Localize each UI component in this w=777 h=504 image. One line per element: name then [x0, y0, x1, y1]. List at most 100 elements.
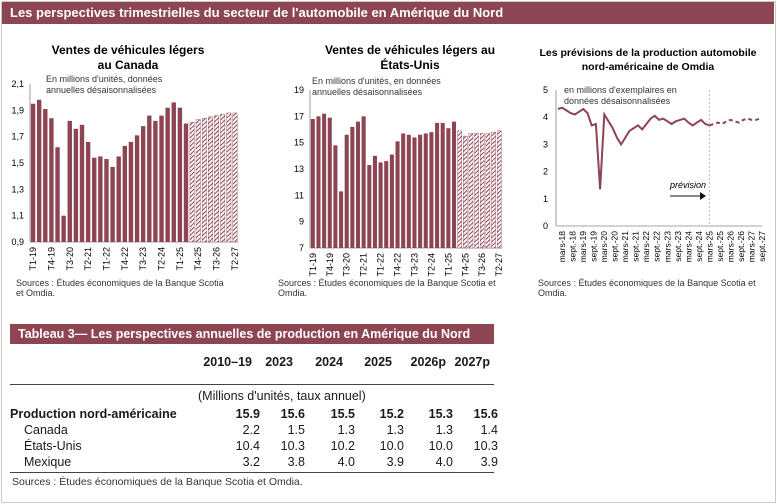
bar — [104, 159, 109, 242]
cell: 1.3 — [435, 423, 453, 437]
bar — [406, 134, 411, 248]
bar — [92, 157, 97, 242]
bar — [479, 133, 485, 249]
bar — [79, 124, 85, 242]
bar — [457, 130, 462, 249]
x-tick-label: sept.-23 — [673, 231, 683, 262]
bar — [85, 141, 91, 242]
y-tick-label: 17 — [294, 111, 304, 121]
table-header: 2023 — [265, 355, 293, 369]
table-header: 2026p — [410, 355, 446, 369]
bar — [367, 165, 372, 248]
bar — [339, 191, 344, 248]
y-tick-label: 15 — [294, 138, 304, 148]
bar — [67, 120, 72, 242]
x-tick-label: T1-19 — [308, 253, 318, 277]
bar — [378, 162, 383, 248]
bar — [140, 126, 146, 242]
table-row: Mexique 3.2 3.8 4.0 3.9 4.0 3.9 — [10, 454, 498, 470]
chart-source: Sources : Études économiques de la Banqu… — [538, 278, 756, 288]
cell: 4.0 — [337, 455, 355, 469]
x-tick-label: mars-21 — [620, 231, 630, 262]
x-tick-label: sept.-21 — [631, 231, 641, 262]
bar — [165, 107, 170, 242]
table-row: Canada 2.2 1.5 1.3 1.3 1.3 1.4 — [10, 422, 498, 438]
y-tick-label: 4 — [543, 112, 548, 122]
y-tick-label: 11 — [295, 190, 304, 200]
x-tick-label: mars-26 — [725, 231, 735, 262]
cell: 3.9 — [386, 455, 404, 469]
table-header: 2027p — [454, 355, 490, 369]
bar — [122, 145, 128, 242]
chart-source: Omdia. — [538, 288, 567, 298]
x-tick-label: T2-24 — [157, 247, 167, 271]
cell: 10.2 — [330, 439, 355, 453]
bar — [446, 128, 451, 248]
chart-source: et Omdia. — [16, 288, 55, 298]
series-line-actual — [557, 106, 710, 190]
y-tick-label: 1,7 — [11, 132, 24, 142]
bar — [147, 115, 152, 242]
bar — [98, 156, 103, 242]
table-header: 2024 — [315, 355, 343, 369]
x-tick-label: mars-24 — [683, 231, 693, 262]
y-tick-label: 1,5 — [11, 158, 24, 168]
x-tick-label: T2-27 — [494, 253, 504, 277]
cell: 10.0 — [379, 439, 404, 453]
cell: 10.4 — [235, 439, 260, 453]
y-tick-label: 1 — [543, 194, 548, 204]
bar — [412, 137, 417, 248]
forecast-annotation: prévision — [669, 180, 706, 190]
x-tick-label: T4-25 — [193, 247, 203, 271]
y-tick-label: 19 — [294, 85, 304, 95]
cell: 3.2 — [242, 455, 260, 469]
chart-subtitle: annuelles désaisonnalisées — [46, 85, 157, 95]
bar — [159, 115, 164, 242]
chart-subtitle: En millions d'unités, données — [46, 74, 163, 84]
cell: 3.8 — [287, 455, 305, 469]
table-header: 2010–19 — [203, 355, 252, 369]
bar — [401, 133, 406, 248]
bar — [496, 130, 502, 249]
table-header: 2025 — [364, 355, 392, 369]
bar — [128, 141, 134, 242]
cell: 1.3 — [386, 423, 404, 437]
y-tick-label: 0 — [543, 221, 548, 231]
bar — [395, 141, 400, 248]
x-tick-label: sept.-24 — [694, 231, 704, 262]
cell: 15.5 — [330, 407, 355, 421]
x-tick-label: T3-23 — [138, 247, 148, 271]
x-tick-label: T1-25 — [175, 247, 185, 271]
bar — [327, 117, 332, 249]
bar — [316, 116, 321, 248]
unit-note-text: (Millions d'unités, taux annuel) — [198, 389, 366, 403]
bar — [344, 134, 349, 248]
cell: 1.3 — [337, 423, 355, 437]
y-tick-label: 1,9 — [11, 105, 24, 115]
bar — [372, 155, 377, 248]
x-tick-label: T3-20 — [342, 253, 352, 277]
bar — [232, 112, 238, 243]
cell: 10.0 — [428, 439, 453, 453]
x-tick-label: T2-21 — [359, 253, 369, 277]
x-tick-label: mars-18 — [557, 231, 567, 262]
x-tick-label: T3-23 — [410, 253, 420, 277]
chart-subtitle: en millions d'exemplaires en — [564, 85, 677, 95]
y-tick-label: 2,1 — [11, 79, 24, 89]
bar — [418, 134, 423, 248]
table-header-row: 2010–19 2023 2024 2025 2026p 2027p — [10, 354, 494, 370]
bar — [49, 118, 54, 242]
bar — [310, 118, 315, 248]
chart-title: nord-américaine de Omdia — [582, 61, 715, 73]
y-tick-label: 13 — [294, 164, 304, 174]
chart-title: Ventes de véhicules légers au — [325, 43, 495, 57]
x-tick-label: sept.-18 — [568, 231, 578, 262]
bar — [440, 122, 445, 248]
x-tick-label: T3-20 — [65, 247, 75, 271]
bar — [195, 119, 201, 243]
bar — [153, 120, 158, 242]
chart-title: États-Unis — [380, 57, 440, 72]
cell: 15.3 — [428, 407, 453, 421]
